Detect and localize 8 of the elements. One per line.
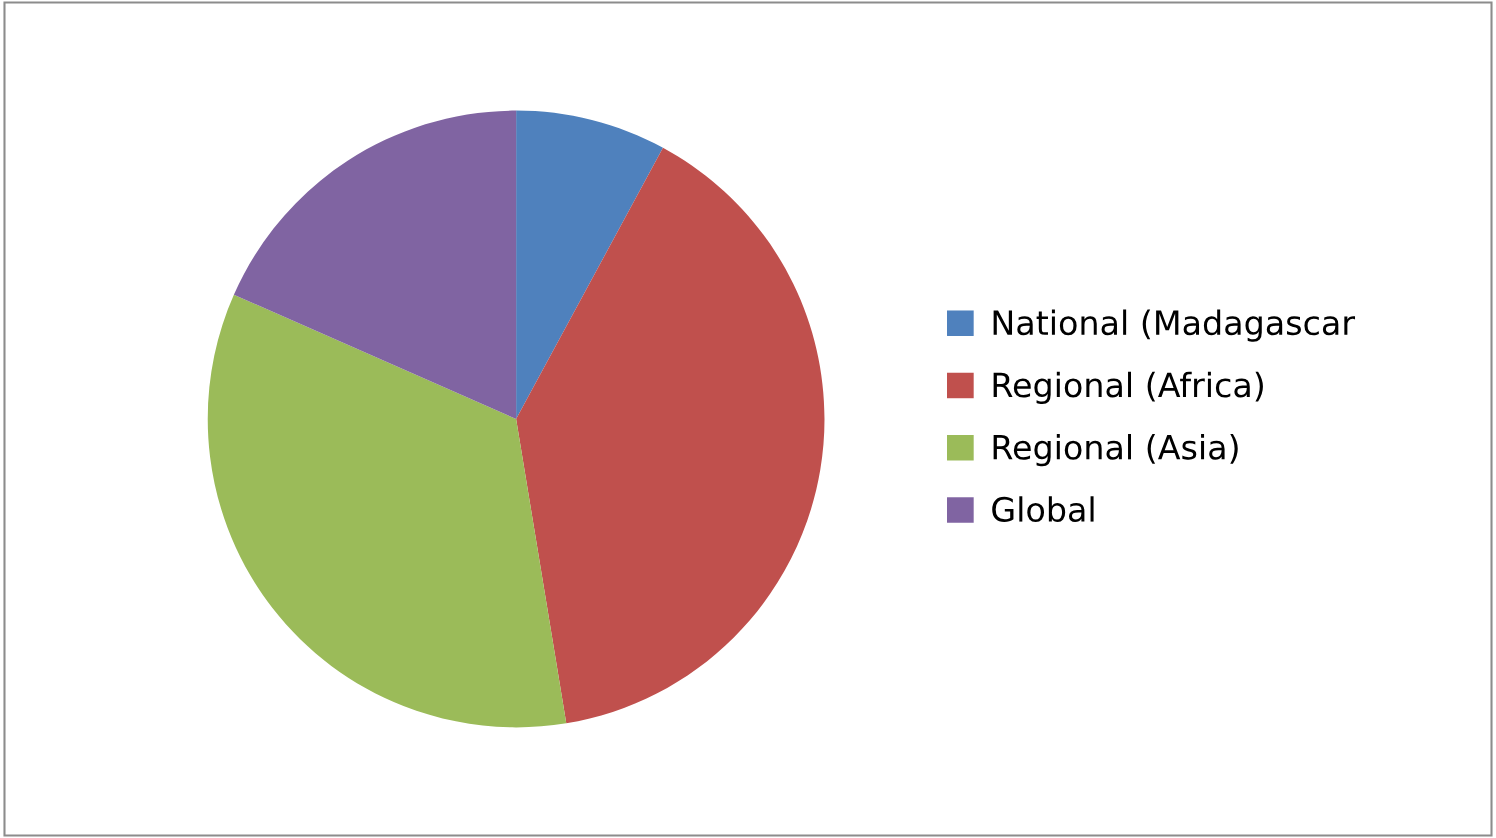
legend-label: Regional (Asia) — [993, 434, 1238, 467]
legend-label: National (Madagascar — [993, 309, 1356, 342]
pie-slice — [233, 110, 517, 419]
pie-slice — [516, 147, 825, 724]
pie-slice — [207, 294, 567, 728]
legend-label: Regional (Africa) — [993, 371, 1263, 404]
legend-label: Global — [992, 496, 1094, 523]
pie-slice — [516, 110, 663, 419]
